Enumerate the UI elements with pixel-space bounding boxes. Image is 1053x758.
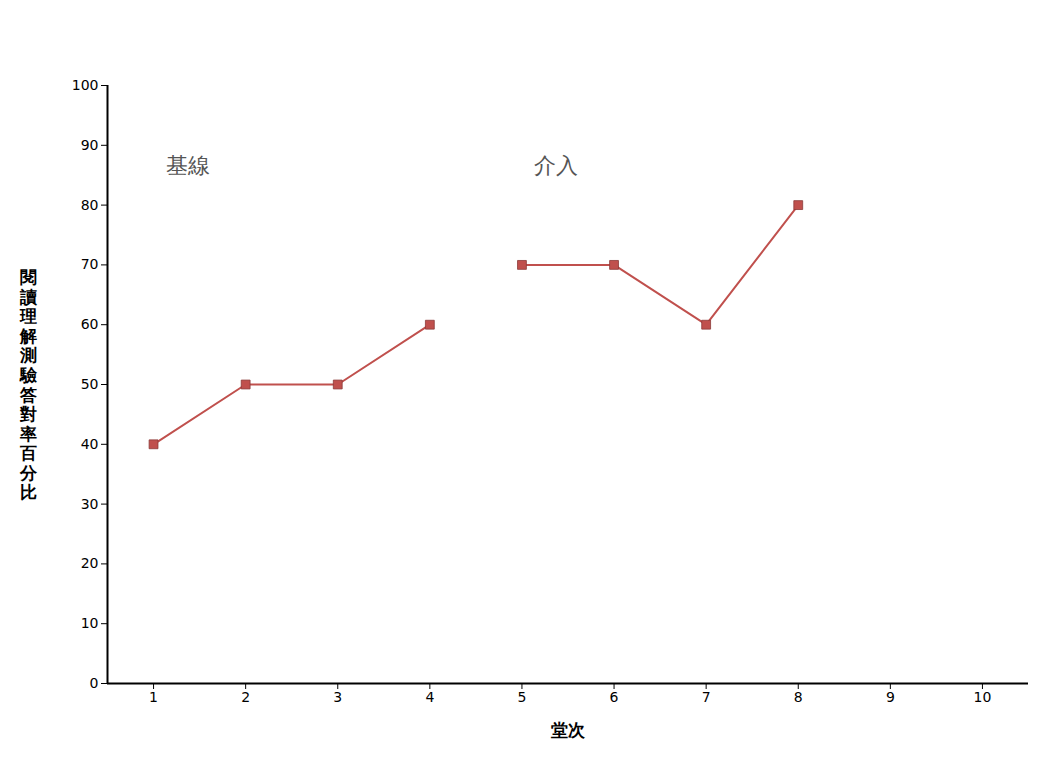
svg-text:50: 50 [81,376,99,392]
svg-text:7: 7 [702,689,711,705]
svg-text:堂次: 堂次 [550,720,586,740]
svg-text:4: 4 [425,689,434,705]
svg-text:90: 90 [81,137,99,153]
svg-text:基線: 基線 [166,153,210,178]
svg-text:閱讀理解測驗答對率百分比: 閱讀理解測驗答對率百分比 [19,267,38,502]
svg-text:0: 0 [90,675,99,691]
svg-text:10: 10 [974,689,992,705]
svg-text:80: 80 [81,197,99,213]
svg-text:10: 10 [81,615,99,631]
svg-text:70: 70 [81,256,99,272]
svg-text:5: 5 [517,689,526,705]
svg-text:1: 1 [149,689,158,705]
svg-text:20: 20 [81,555,99,571]
svg-text:2: 2 [241,689,250,705]
svg-text:30: 30 [81,496,99,512]
svg-text:40: 40 [81,436,99,452]
svg-text:6: 6 [610,689,619,705]
svg-text:3: 3 [333,689,342,705]
svg-text:100: 100 [72,77,99,93]
svg-text:9: 9 [886,689,895,705]
svg-text:介入: 介入 [534,153,578,178]
svg-text:8: 8 [794,689,803,705]
svg-text:60: 60 [81,316,99,332]
